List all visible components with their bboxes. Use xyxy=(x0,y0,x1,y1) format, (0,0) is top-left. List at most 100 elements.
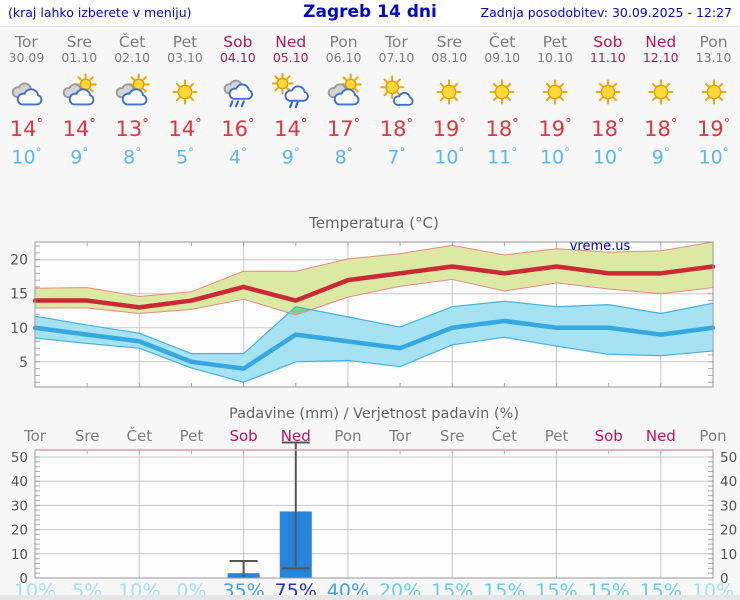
day-name: Čet xyxy=(488,33,516,51)
forecast-day: Pon 13.10 19° 10° xyxy=(687,28,740,174)
low-temp: 10° xyxy=(539,145,571,169)
day-date: 08.10 xyxy=(431,50,468,65)
precip-day-label: Sre xyxy=(75,427,100,445)
temperature-chart: 5 10 15 20 Temperatura (°C) vreme.us xyxy=(10,214,716,388)
menu-hint: (kraj lahko izberete v meniju) xyxy=(8,5,192,20)
precip-day-label: Tor xyxy=(388,427,412,445)
low-temp: 9° xyxy=(651,145,670,169)
high-temp: 19° xyxy=(696,117,731,141)
weather-icon-sun-shower xyxy=(271,73,309,109)
forecast-day: Sob 04.10 16° 4° xyxy=(211,28,264,174)
day-name: Tor xyxy=(15,33,38,51)
day-date: 05.10 xyxy=(272,50,309,65)
day-date: 10.10 xyxy=(537,50,573,65)
precip-ytick-right: 40 xyxy=(720,474,737,490)
forecast-day: Čet 02.10 13° 8° xyxy=(106,28,159,174)
weather-icon-sunny xyxy=(172,79,198,105)
min-temp-line xyxy=(32,318,716,371)
low-temp: 5° xyxy=(176,145,194,169)
min-band-lower-edge xyxy=(34,336,714,383)
header: (kraj lahko izberete v meniju) Zagreb 14… xyxy=(0,0,740,27)
precip-day-label: Pet xyxy=(545,427,569,445)
forecast-day: Pet 10.10 19° 10° xyxy=(529,28,582,174)
high-temp: 13° xyxy=(115,117,149,141)
day-date: 30.09 xyxy=(8,50,45,65)
high-temp: 17° xyxy=(326,117,361,141)
precipitation-chart: 0 0 10 10 20 20 30 30 40 40 50 50 Padavine (mm) / Ve… xyxy=(11,406,737,600)
forecast-table: Tor 30.09 14° 10° Sre 01.10 14° 9° Čet 02.10 13° 8°… xyxy=(0,28,740,174)
low-temp: 7° xyxy=(387,145,406,169)
precip-day-label: Čet xyxy=(127,426,153,445)
page-title: Zagreb 14 dni xyxy=(303,2,437,22)
low-temp: 10° xyxy=(698,145,729,169)
day-name: Sre xyxy=(66,33,92,51)
precip-day-label: Tor xyxy=(23,427,47,445)
weather-icon-sunny xyxy=(489,79,515,105)
low-temp: 10° xyxy=(11,145,42,169)
precip-ytick-left: 50 xyxy=(11,450,28,466)
low-temp: 8° xyxy=(334,145,353,169)
temp-ytick: 5 xyxy=(19,355,28,371)
weather-icon-mostly-sunny xyxy=(380,75,414,106)
max-temp-line xyxy=(32,264,716,310)
high-temp: 18° xyxy=(379,117,414,141)
weather-icon-partly xyxy=(115,73,150,106)
day-date: 09.10 xyxy=(484,50,521,65)
forecast-day: Sob 11.10 18° 10° xyxy=(581,28,634,174)
precip-day-label: Sre xyxy=(440,427,465,445)
high-temp: 18° xyxy=(644,117,678,141)
precip-ytick-left: 20 xyxy=(11,523,28,539)
watermark-link[interactable]: vreme.us xyxy=(570,239,631,254)
day-date: 12.10 xyxy=(642,50,679,65)
high-temp: 14° xyxy=(9,117,44,141)
high-temp: 14° xyxy=(168,117,202,141)
forecast-day: Sre 01.10 14° 9° xyxy=(53,28,106,174)
precip-day-label: Ned xyxy=(646,427,676,445)
day-date: 04.10 xyxy=(219,50,256,65)
temp-ytick: 10 xyxy=(10,321,28,337)
precip-ytick-right: 0 xyxy=(720,571,729,587)
precip-day-label: Sob xyxy=(595,427,623,445)
high-temp: 14° xyxy=(274,117,308,141)
day-name: Sre xyxy=(436,33,462,51)
weather-icon-sunny xyxy=(542,79,568,105)
day-name: Pet xyxy=(542,33,568,51)
weather-icon-sunny xyxy=(701,79,727,105)
precip-ytick-left: 10 xyxy=(11,547,28,563)
precip-day-label: Ned xyxy=(281,427,311,445)
precip-chart-title: Padavine (mm) / Verjetnost padavin (%) xyxy=(229,406,519,422)
weather-icon-partly xyxy=(63,73,97,106)
day-date: 02.10 xyxy=(114,50,151,65)
precip-ytick-right: 20 xyxy=(720,523,737,539)
precip-day-label: Čet xyxy=(492,426,518,445)
day-date: 01.10 xyxy=(61,50,98,65)
temp-ytick: 15 xyxy=(10,287,28,303)
low-temp: 8° xyxy=(123,145,142,169)
min-band-upper-edge xyxy=(34,300,714,355)
low-temp: 4° xyxy=(228,145,247,169)
weather-icon-partly xyxy=(327,73,362,106)
forecast-day: Pet 03.10 14° 5° xyxy=(159,28,212,174)
max-band-upper-edge xyxy=(34,241,714,297)
precip-day-label: Sob xyxy=(229,427,257,445)
low-temp: 11° xyxy=(487,145,518,169)
last-update: Zadnja posodobitev: 30.09.2025 - 12:27 xyxy=(480,5,732,20)
precip-day-label: Pon xyxy=(334,427,361,445)
precip-ytick-right: 10 xyxy=(720,547,737,563)
weather-icon-sunny xyxy=(648,79,674,105)
high-temp: 16° xyxy=(221,117,255,141)
precip-day-label: Pet xyxy=(180,427,204,445)
precip-ytick-right: 30 xyxy=(720,498,737,514)
low-temp: 9° xyxy=(70,145,89,169)
precip-ytick-right: 50 xyxy=(720,450,737,466)
high-temp: 14° xyxy=(62,117,96,141)
forecast-day: Sre 08.10 19° 10° xyxy=(423,28,476,174)
forecast-day: Ned 12.10 18° 9° xyxy=(634,28,687,174)
footer-strip xyxy=(0,595,740,600)
high-temp: 18° xyxy=(485,117,519,141)
max-band-lower-edge xyxy=(34,278,714,316)
day-name: Pet xyxy=(172,33,198,51)
precip-ytick-left: 30 xyxy=(11,498,28,514)
day-name: Pon xyxy=(329,33,358,51)
